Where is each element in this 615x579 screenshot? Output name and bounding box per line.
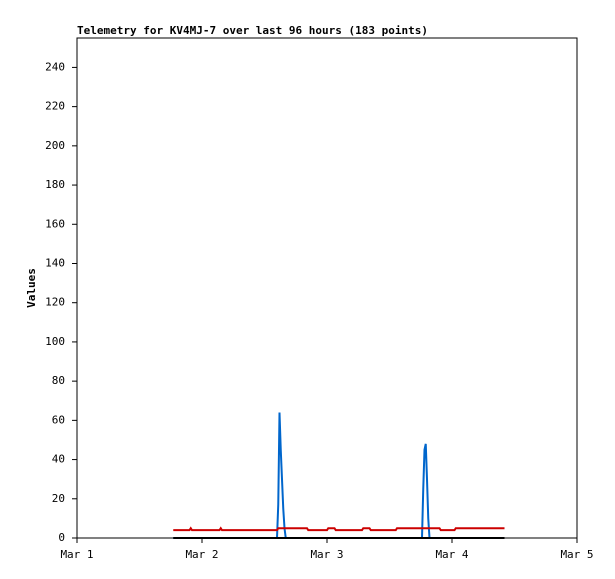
y-tick-label: 200: [45, 139, 65, 152]
y-tick-label: 160: [45, 217, 65, 230]
y-tick-label: 140: [45, 256, 65, 269]
y-tick-label: 180: [45, 178, 65, 191]
x-tick-label: Mar 1: [60, 548, 93, 561]
x-tick-label: Mar 2: [185, 548, 218, 561]
chart-title: Telemetry for KV4MJ-7 over last 96 hours…: [77, 24, 428, 37]
series-line: [173, 526, 505, 532]
y-tick-label: 0: [58, 531, 65, 544]
y-tick-label: 240: [45, 60, 65, 73]
y-tick-label: 100: [45, 335, 65, 348]
y-axis-label: Values: [25, 268, 38, 308]
x-tick-label: Mar 4: [435, 548, 468, 561]
y-tick-label: 60: [52, 413, 65, 426]
series-line: [173, 412, 505, 539]
y-tick-label: 20: [52, 492, 65, 505]
plot-frame: [76, 37, 578, 539]
x-tick-label: Mar 3: [310, 548, 343, 561]
y-tick-label: 40: [52, 453, 65, 466]
y-tick-label: 120: [45, 296, 65, 309]
y-tick-label: 80: [52, 374, 65, 387]
x-tick-label: Mar 5: [560, 548, 593, 561]
y-tick-label: 220: [45, 100, 65, 113]
